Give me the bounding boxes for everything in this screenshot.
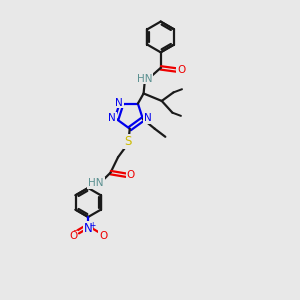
Text: O: O xyxy=(99,231,107,241)
Text: N: N xyxy=(115,98,123,107)
Text: O: O xyxy=(177,65,185,75)
Text: HN: HN xyxy=(88,178,104,188)
Text: HN: HN xyxy=(137,74,152,83)
Text: N: N xyxy=(84,222,92,235)
Text: O: O xyxy=(69,231,77,241)
Text: +: + xyxy=(89,221,95,230)
Text: N: N xyxy=(108,113,116,123)
Text: N: N xyxy=(144,113,152,123)
Text: −: − xyxy=(72,226,79,235)
Text: S: S xyxy=(124,135,131,148)
Text: O: O xyxy=(127,170,135,180)
